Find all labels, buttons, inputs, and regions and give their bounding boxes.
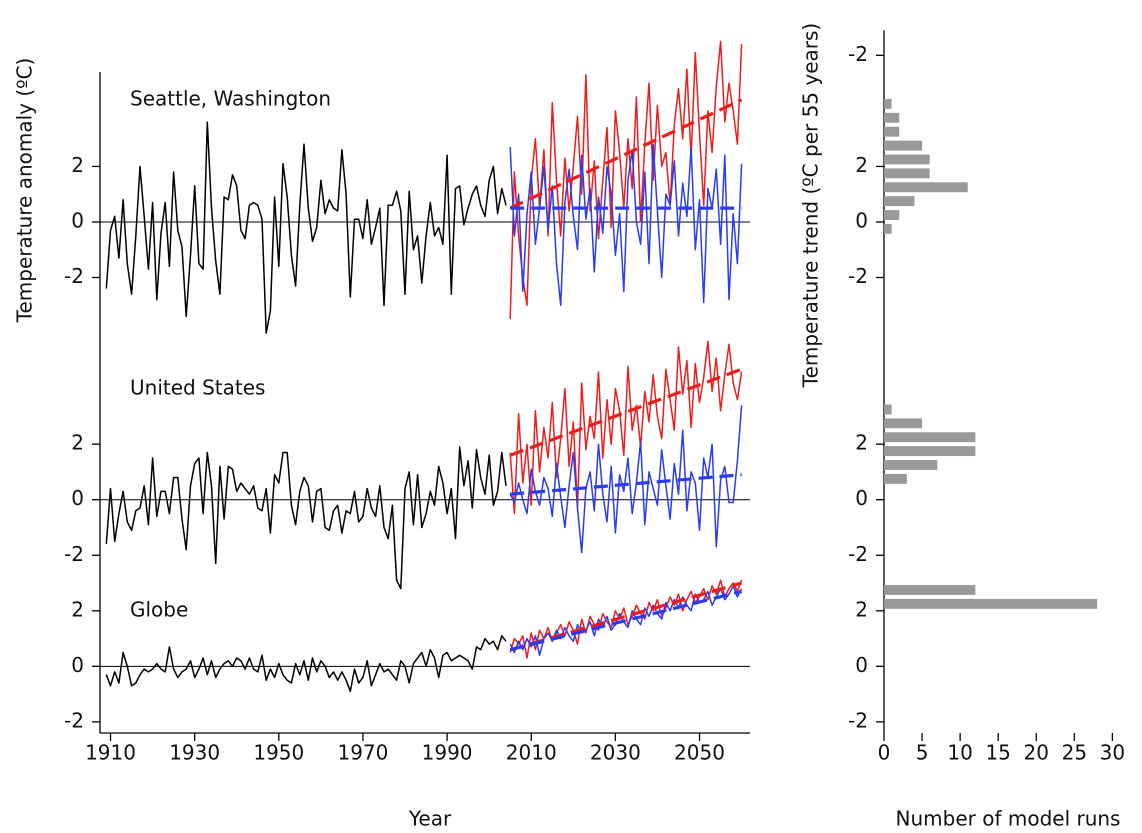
- histogram-bar: [884, 418, 923, 429]
- y-tick-label: 0: [855, 208, 868, 232]
- histogram-bar: [884, 182, 968, 193]
- series-line: [509, 340, 743, 515]
- histogram-bar: [884, 598, 1098, 609]
- trend-line: [509, 98, 743, 210]
- histogram-bar: [884, 473, 907, 484]
- histogram-bar: [884, 98, 892, 109]
- histogram-bar: [884, 126, 900, 137]
- series-line: [105, 446, 507, 590]
- trend-line: [509, 589, 742, 652]
- histogram-bar: [884, 196, 915, 207]
- y-tick-label: -2: [64, 264, 84, 288]
- trend-line: [510, 473, 742, 496]
- x-tick-label: 1910: [85, 741, 136, 765]
- panel-label: Seattle, Washington: [130, 87, 331, 111]
- histogram-bar: [884, 432, 976, 443]
- y-tick-label: -2: [64, 542, 84, 566]
- y-tick-label: 0: [71, 486, 84, 510]
- histogram-bar: [884, 140, 923, 151]
- x-axis-label: Year: [408, 807, 452, 831]
- y-tick-label: 2: [71, 597, 84, 621]
- histogram-bar: [884, 460, 938, 470]
- series-line: [509, 579, 743, 659]
- trend-line: [509, 581, 743, 652]
- y-tick-label: 0: [855, 486, 868, 510]
- histogram-bar: [884, 585, 976, 595]
- y-tick-label: -2: [848, 264, 868, 288]
- histogram-bar: [884, 154, 930, 165]
- histogram-bar: [884, 210, 900, 220]
- y-tick-label: 2: [855, 597, 868, 621]
- series-line: [105, 121, 507, 334]
- x-tick-label: 15: [985, 741, 1010, 765]
- x-tick-label: 2030: [590, 741, 641, 765]
- histogram-bar: [884, 446, 976, 457]
- x-tick-label: 1990: [422, 741, 473, 765]
- y-tick-label: 2: [855, 431, 868, 455]
- y-axis-label: Temperature trend (ºC per 55 years): [799, 23, 823, 388]
- series-line: [509, 143, 743, 307]
- x-tick-label: 2010: [506, 741, 557, 765]
- series-line: [105, 635, 507, 693]
- x-tick-label: 1950: [253, 741, 304, 765]
- y-tick-label: 2: [855, 153, 868, 177]
- histogram-bar: [884, 404, 892, 415]
- series-line: [509, 405, 743, 554]
- y-tick-label: -2: [848, 42, 868, 66]
- x-tick-label: 5: [916, 741, 929, 765]
- y-axis-label: Temperature anomaly (ºC): [13, 58, 37, 324]
- y-tick-label: 0: [855, 653, 868, 677]
- x-tick-label: 0: [878, 741, 891, 765]
- x-tick-label: 25: [1062, 741, 1087, 765]
- x-tick-label: 30: [1100, 741, 1125, 765]
- x-tick-label: 10: [947, 741, 972, 765]
- panel-label: Globe: [130, 598, 188, 622]
- histogram-bar: [884, 223, 892, 234]
- histogram-bar: [884, 112, 900, 123]
- y-tick-label: 2: [71, 431, 84, 455]
- x-tick-label: 1930: [169, 741, 220, 765]
- y-tick-label: 2: [71, 153, 84, 177]
- x-tick-label: 2050: [674, 741, 725, 765]
- y-tick-label: -2: [848, 542, 868, 566]
- x-axis-label: Number of model runs: [896, 807, 1121, 831]
- x-tick-label: 20: [1024, 741, 1049, 765]
- x-tick-label: 1970: [337, 741, 388, 765]
- y-tick-label: 0: [71, 208, 84, 232]
- y-tick-label: -2: [848, 708, 868, 732]
- y-tick-label: 0: [71, 653, 84, 677]
- y-tick-label: -2: [64, 708, 84, 732]
- panel-label: United States: [130, 375, 265, 399]
- histogram-bar: [884, 168, 930, 179]
- series-line: [509, 40, 743, 320]
